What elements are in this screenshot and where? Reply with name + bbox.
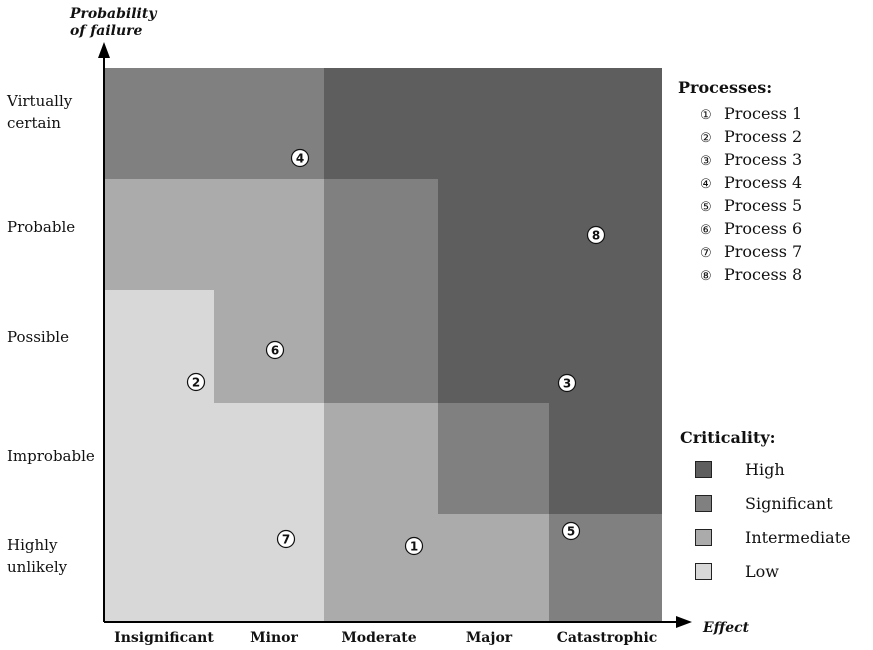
process-marker-number: 1 bbox=[410, 540, 418, 554]
matrix-cell-significant bbox=[324, 179, 438, 290]
matrix-cell-low bbox=[214, 403, 324, 514]
x-label-moderate: Moderate bbox=[341, 630, 417, 646]
process-marker-circle bbox=[404, 536, 424, 556]
process-marker-number: 3 bbox=[563, 377, 571, 391]
criticality-swatch-intermediate bbox=[695, 529, 712, 546]
matrix-cell-intermediate bbox=[214, 179, 324, 290]
matrix-cell-high bbox=[549, 68, 662, 179]
process-8-symbol: ⑧ bbox=[700, 269, 712, 284]
process-7-symbol: ⑦ bbox=[700, 246, 712, 261]
matrix-cell-low bbox=[214, 514, 324, 622]
criticality-label-low: Low bbox=[745, 562, 779, 581]
process-marker-circle bbox=[561, 521, 581, 541]
process-marker-1: 1 bbox=[404, 536, 424, 556]
y-axis-arrowhead bbox=[98, 42, 110, 58]
criticality-swatch-significant bbox=[695, 495, 712, 512]
process-marker-8: 8 bbox=[586, 225, 606, 245]
x-axis-arrowhead bbox=[676, 616, 692, 628]
axis-lines bbox=[98, 42, 692, 628]
matrix-cell-high bbox=[549, 179, 662, 290]
process-marker-number: 7 bbox=[282, 533, 290, 547]
process-marker-number: 5 bbox=[567, 525, 575, 539]
matrix-cells bbox=[104, 68, 662, 622]
process-legend-item-2: ② Process 2 bbox=[700, 125, 802, 148]
x-axis-title: Effect bbox=[703, 620, 750, 636]
process-3-name: Process 3 bbox=[724, 150, 803, 169]
y-label-probable: Probable bbox=[7, 218, 76, 236]
y-axis-title-line1: Probability bbox=[70, 6, 157, 22]
criticality-label-significant: Significant bbox=[745, 494, 833, 513]
process-8-name: Process 8 bbox=[724, 265, 803, 284]
x-label-minor: Minor bbox=[250, 630, 298, 646]
matrix-cell-significant bbox=[104, 68, 214, 179]
process-marker-circle bbox=[186, 372, 206, 392]
y-label-improbable: Improbable bbox=[7, 447, 95, 465]
criticality-swatch-low bbox=[695, 563, 712, 580]
process-legend-item-5: ⑤ Process 5 bbox=[700, 194, 802, 217]
process-legend-item-1: ① Process 1 bbox=[700, 102, 802, 125]
process-1-symbol: ① bbox=[700, 108, 712, 123]
processes-legend-title: Processes: bbox=[678, 78, 773, 97]
process-legend-item-4: ④ Process 4 bbox=[700, 171, 802, 194]
x-label-insignificant: Insignificant bbox=[114, 630, 214, 646]
y-label-virtually-certain: Virtually certain bbox=[7, 92, 73, 132]
process-marker-number: 4 bbox=[296, 152, 304, 166]
process-marker-circle bbox=[290, 148, 310, 168]
process-5-name: Process 5 bbox=[724, 196, 803, 215]
process-legend-item-8: ⑧ Process 8 bbox=[700, 263, 802, 286]
matrix-cell-high bbox=[438, 290, 549, 403]
criticality-legend-title: Criticality: bbox=[680, 428, 776, 447]
matrix-cell-low bbox=[104, 514, 214, 622]
process-1-name: Process 1 bbox=[724, 104, 803, 123]
process-marker-circle bbox=[557, 373, 577, 393]
process-legend-item-3: ③ Process 3 bbox=[700, 148, 802, 171]
y-axis-title: Probability of failure bbox=[70, 6, 156, 40]
matrix-cell-significant bbox=[324, 290, 438, 403]
process-5-symbol: ⑤ bbox=[700, 200, 712, 215]
matrix-cell-intermediate bbox=[438, 514, 549, 622]
process-4-name: Process 4 bbox=[724, 173, 803, 192]
process-marker-number: 6 bbox=[271, 344, 279, 358]
matrix-cell-intermediate bbox=[324, 403, 438, 514]
process-marker-4: 4 bbox=[290, 148, 310, 168]
process-7-name: Process 7 bbox=[724, 242, 803, 261]
matrix-cell-high bbox=[438, 179, 549, 290]
process-markers: 1 2 3 4 5 6 7 8 bbox=[186, 148, 606, 556]
process-marker-number: 8 bbox=[592, 229, 600, 243]
criticality-swatch-high bbox=[695, 461, 712, 478]
matrix-cell-high bbox=[324, 68, 438, 179]
process-2-name: Process 2 bbox=[724, 127, 803, 146]
process-legend-item-6: ⑥ Process 6 bbox=[700, 217, 802, 240]
y-axis-title-line2: of failure bbox=[70, 23, 143, 39]
process-marker-circle bbox=[586, 225, 606, 245]
criticality-label-high: High bbox=[745, 460, 785, 479]
matrix-cell-high bbox=[549, 403, 662, 514]
matrix-cell-significant bbox=[438, 403, 549, 514]
matrix-cell-intermediate bbox=[104, 179, 214, 290]
process-marker-3: 3 bbox=[557, 373, 577, 393]
x-label-catastrophic: Catastrophic bbox=[556, 630, 658, 646]
process-marker-2: 2 bbox=[186, 372, 206, 392]
process-marker-6: 6 bbox=[265, 340, 285, 360]
process-6-name: Process 6 bbox=[724, 219, 803, 238]
y-label-possible: Possible bbox=[7, 328, 69, 346]
criticality-label-intermediate: Intermediate bbox=[745, 528, 851, 547]
process-3-symbol: ③ bbox=[700, 154, 712, 169]
process-marker-7: 7 bbox=[276, 529, 296, 549]
matrix-cell-high bbox=[438, 68, 549, 179]
process-marker-number: 2 bbox=[192, 376, 200, 390]
y-label-highly-unlikely: Highly unlikely bbox=[7, 536, 68, 576]
process-marker-circle bbox=[265, 340, 285, 360]
process-4-symbol: ④ bbox=[700, 177, 712, 192]
process-marker-5: 5 bbox=[561, 521, 581, 541]
matrix-cell-intermediate bbox=[324, 514, 438, 622]
process-marker-circle bbox=[276, 529, 296, 549]
process-6-symbol: ⑥ bbox=[700, 223, 712, 238]
x-label-major: Major bbox=[465, 630, 513, 646]
process-legend-item-7: ⑦ Process 7 bbox=[700, 240, 802, 263]
matrix-cell-low bbox=[104, 403, 214, 514]
process-2-symbol: ② bbox=[700, 131, 712, 146]
